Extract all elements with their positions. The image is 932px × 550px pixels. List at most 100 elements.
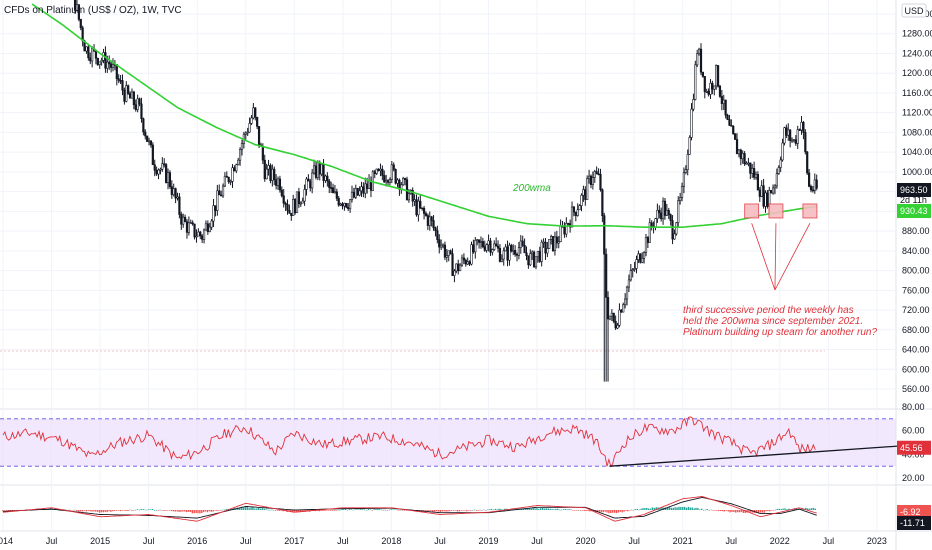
- candle-body: [506, 246, 509, 261]
- macd-histogram-bar: [11, 510, 14, 511]
- candle-body: [698, 48, 701, 55]
- macd-histogram-bar: [458, 510, 461, 512]
- candle-body: [142, 118, 145, 133]
- macd-histogram-bar: [786, 509, 788, 510]
- price-tick-label: 1280.00: [902, 29, 932, 39]
- support-box: [744, 203, 760, 219]
- candle-body: [546, 248, 549, 254]
- candle-body: [794, 139, 797, 144]
- macd-histogram-bar: [426, 510, 428, 511]
- rsi-tick-label: 60.00: [902, 426, 925, 436]
- macd-histogram-bar: [74, 509, 76, 511]
- macd-histogram-bar: [634, 509, 637, 510]
- candle-body: [254, 107, 257, 118]
- macd-histogram-bar: [434, 510, 436, 512]
- candle-body: [210, 220, 213, 228]
- candle-body: [223, 175, 227, 187]
- macd-histogram-bar: [784, 508, 786, 510]
- candle-body: [658, 209, 661, 214]
- candle-body: [426, 215, 429, 226]
- macd-histogram-bar: [333, 510, 336, 511]
- macd-histogram-bar: [64, 509, 67, 511]
- candle-body: [762, 185, 765, 207]
- candle-body: [614, 321, 617, 329]
- rsi-band: [0, 418, 896, 467]
- candle-body: [324, 175, 327, 181]
- price-tick-label: 1120.00: [902, 108, 932, 118]
- candle-body: [557, 241, 560, 244]
- macd-histogram-bar: [225, 509, 228, 510]
- macd-histogram-bar: [670, 507, 673, 510]
- macd-histogram-bar: [733, 510, 735, 513]
- candle-body: [392, 164, 395, 170]
- ma-200-line: [31, 3, 817, 228]
- candle-body: [147, 140, 151, 143]
- candle-body: [330, 187, 333, 189]
- macd-histogram-bar: [655, 507, 657, 510]
- macd-histogram-bar: [102, 510, 105, 513]
- macd-histogram-bar: [447, 510, 449, 512]
- macd-histogram-bar: [295, 510, 298, 513]
- time-tick-label: Jul: [46, 536, 58, 546]
- price-tick-label: 560.00: [902, 384, 930, 394]
- candle-body: [360, 186, 363, 192]
- macd-histogram-bar: [630, 509, 633, 511]
- macd-histogram-bar: [735, 510, 737, 513]
- candle-body: [517, 247, 521, 256]
- price-tick-label: 680.00: [902, 325, 930, 335]
- macd-histogram-bar: [608, 510, 610, 514]
- macd-histogram-bar: [89, 510, 91, 512]
- macd-histogram-bar: [159, 509, 161, 511]
- candle-body: [565, 223, 568, 235]
- candle-body: [381, 168, 384, 176]
- candle-body: [466, 261, 469, 265]
- macd-histogram-bar: [125, 510, 127, 511]
- candle-body: [773, 185, 777, 189]
- candle-body: [758, 189, 761, 197]
- candle-body: [538, 250, 541, 262]
- macd-histogram-bar: [392, 509, 394, 511]
- candle-body: [231, 167, 234, 182]
- candle-body: [411, 189, 414, 202]
- candle-body: [305, 178, 308, 190]
- macd-histogram-bar: [322, 510, 324, 511]
- price-tick-label: 1040.00: [902, 147, 932, 157]
- macd-histogram-bar: [138, 509, 141, 511]
- candle-body: [314, 165, 318, 178]
- macd-histogram-bar: [250, 507, 252, 510]
- candle-body: [567, 223, 570, 225]
- candle-body: [753, 167, 756, 178]
- price-tick-label: 880.00: [902, 226, 930, 236]
- candle-body: [625, 286, 629, 300]
- macd-histogram-bar: [682, 506, 684, 510]
- macd-histogram-bar: [307, 510, 309, 512]
- time-tick-label: Jul: [337, 536, 349, 546]
- macd-histogram-bar: [320, 510, 322, 511]
- candle-body: [703, 76, 706, 92]
- candle-body: [472, 244, 475, 253]
- candle-body: [673, 233, 676, 240]
- candle-body: [745, 163, 748, 165]
- price-tick-label: 1240.00: [902, 48, 932, 58]
- macd-histogram-bar: [723, 510, 726, 512]
- time-axis[interactable]: 2014 Jul 2015 Jul 2016 Jul 2017 Jul 2018 Jul 2019 J…: [0, 536, 887, 546]
- macd-histogram-bar: [193, 510, 195, 514]
- candle-body: [341, 203, 344, 207]
- candle-body: [166, 172, 170, 183]
- price-axis[interactable]: 1320.001280.001240.001200.001160.001120.…: [902, 9, 932, 483]
- macd-histogram-bar: [439, 510, 442, 512]
- candle-body: [288, 210, 291, 214]
- candle-body: [606, 297, 610, 320]
- time-tick-label: Jul: [823, 536, 835, 546]
- candle-body: [536, 250, 539, 257]
- macd-histogram-bar: [161, 510, 163, 511]
- macd-histogram-bar: [354, 509, 356, 510]
- candle-body: [802, 122, 805, 133]
- candle-body: [690, 108, 693, 138]
- symbol-title[interactable]: CFDs on Platinum (US$ / OZ), 1W, TVC: [4, 5, 182, 16]
- macd-histogram-bar: [676, 507, 678, 510]
- candle-body: [278, 178, 282, 191]
- candle-body: [153, 164, 156, 171]
- candle-body: [440, 244, 443, 248]
